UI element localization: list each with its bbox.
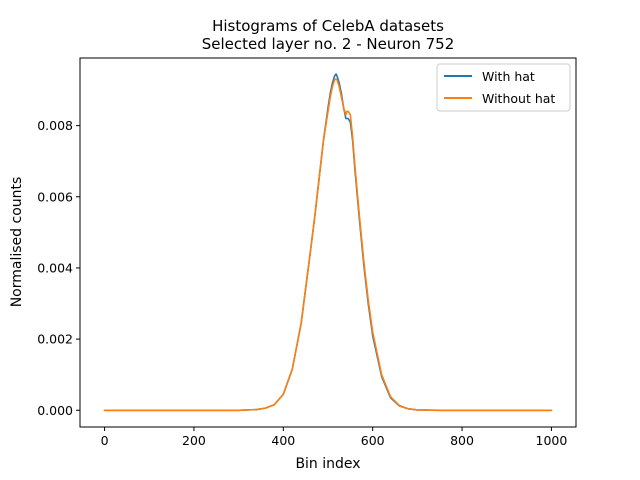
y-tick-label: 0.002 xyxy=(37,332,73,347)
plot-frame xyxy=(79,57,577,428)
series-line-without-hat xyxy=(103,78,553,412)
y-tick-label: 0.008 xyxy=(37,118,73,133)
y-axis-label: Normalised counts xyxy=(9,177,25,308)
x-tick-label: 200 xyxy=(182,433,206,448)
chart-subtitle: Selected layer no. 2 - Neuron 752 xyxy=(202,35,455,53)
x-tick-label: 0 xyxy=(101,433,109,448)
y-tick-label: 0.004 xyxy=(37,260,73,275)
x-tick-label: 400 xyxy=(271,433,295,448)
y-axis-ticks: 0.000 0.002 0.004 0.006 0.008 xyxy=(37,118,80,418)
legend-label-with-hat: With hat xyxy=(482,69,535,84)
x-tick-label: 800 xyxy=(450,433,474,448)
x-tick-label: 600 xyxy=(361,433,385,448)
legend-label-without-hat: Without hat xyxy=(482,91,555,106)
chart-title: Histograms of CelebA datasets xyxy=(212,17,444,35)
x-tick-label: 1000 xyxy=(536,433,568,448)
series-layer xyxy=(103,73,553,412)
x-axis-ticks: 0 200 400 600 800 1000 xyxy=(101,427,568,448)
y-tick-label: 0.006 xyxy=(37,189,73,204)
y-tick-label: 0.000 xyxy=(37,403,73,418)
legend: With hat Without hat xyxy=(436,63,571,112)
x-axis-label: Bin index xyxy=(295,456,360,472)
